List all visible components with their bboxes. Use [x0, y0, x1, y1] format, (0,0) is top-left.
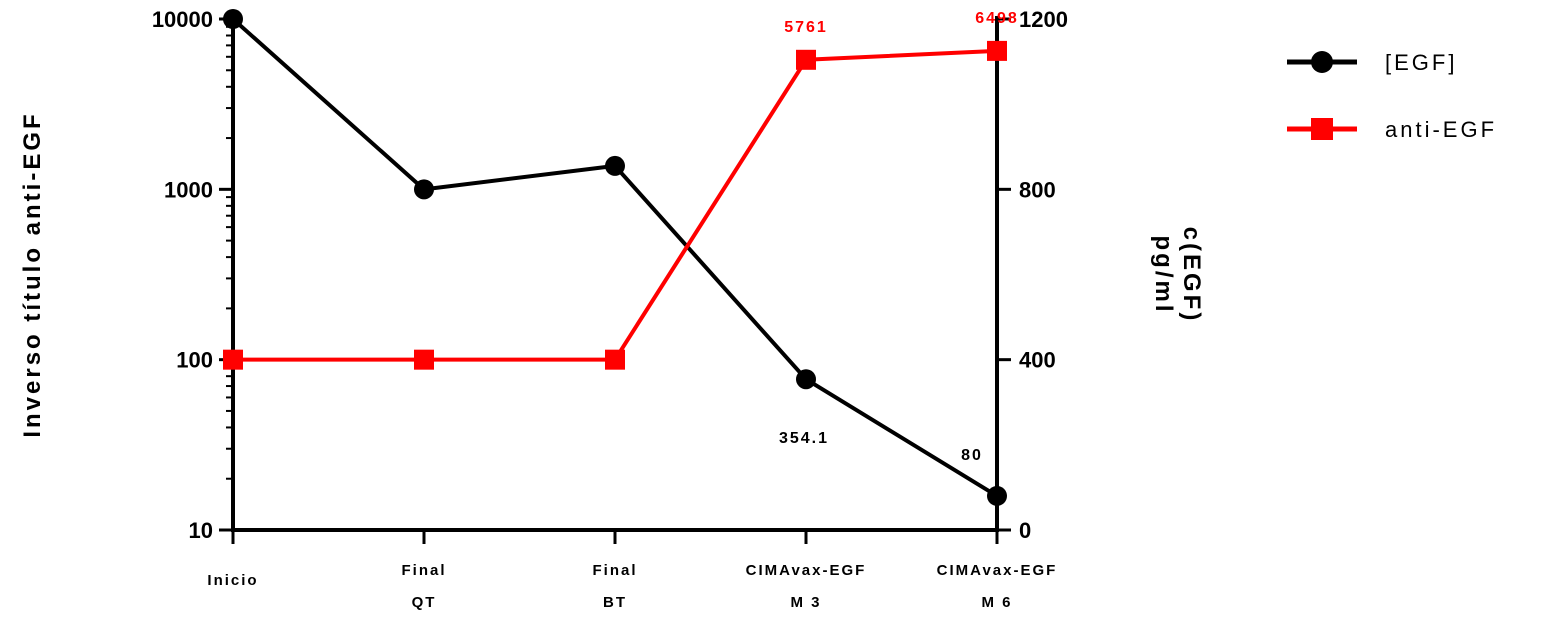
point-egf: [605, 155, 625, 176]
x-category-label: Final: [592, 562, 637, 579]
legend-label-anti-egf: anti-EGF: [1385, 117, 1497, 142]
x-category-label: M 3: [790, 594, 821, 611]
right-tick-label: 1200: [1019, 7, 1068, 32]
series-line-egf: [231, 17, 999, 498]
axes: 10 100 1000 10000 0 400 800 1200 Inicio Final QT Fi…: [19, 7, 1205, 611]
x-category-label: Inicio: [207, 572, 258, 589]
data-label-egf: 80: [961, 447, 983, 464]
x-category-label: CIMAvax-EGF: [937, 562, 1058, 579]
legend-label-egf: [EGF]: [1385, 50, 1457, 75]
data-label-anti-egf: 6498: [975, 10, 1019, 27]
x-category-label: CIMAvax-EGF: [746, 562, 867, 579]
point-anti-egf: [796, 49, 816, 70]
x-category-label: Final: [401, 562, 446, 579]
right-tick-label: 0: [1019, 518, 1031, 543]
legend: [EGF] anti-EGF: [1287, 50, 1497, 142]
x-category-label: QT: [412, 594, 437, 611]
right-axis-title: pg/ml: [1150, 236, 1177, 315]
point-egf: [414, 179, 434, 200]
series-line-anti-egf: [233, 48, 998, 362]
data-label-anti-egf: 5761: [784, 19, 828, 36]
point-egf: [223, 9, 243, 29]
series-markers: [223, 9, 1007, 506]
point-anti-egf: [414, 349, 434, 370]
point-anti-egf: [605, 349, 625, 370]
left-axis-title: Inverso título anti-EGF: [19, 111, 46, 437]
series-lines: [231, 17, 999, 498]
left-tick-label: 10: [189, 518, 213, 543]
data-labels: 354.1 80 5761 6498: [779, 10, 1019, 464]
point-egf: [796, 369, 816, 390]
right-axis-title: c(EGF): [1178, 227, 1205, 324]
legend-marker-anti-egf: [1311, 118, 1333, 140]
point-egf: [987, 485, 1007, 506]
right-tick-label: 400: [1019, 348, 1056, 373]
x-category-label: M 6: [981, 594, 1012, 611]
data-label-egf: 354.1: [779, 430, 829, 447]
point-anti-egf: [223, 349, 243, 370]
left-tick-label: 100: [176, 348, 213, 373]
left-tick-label: 10000: [152, 7, 213, 32]
point-anti-egf: [987, 40, 1007, 61]
legend-marker-egf: [1311, 51, 1333, 73]
x-category-label: BT: [603, 594, 627, 611]
left-tick-label: 1000: [164, 177, 213, 202]
right-tick-label: 800: [1019, 177, 1056, 202]
